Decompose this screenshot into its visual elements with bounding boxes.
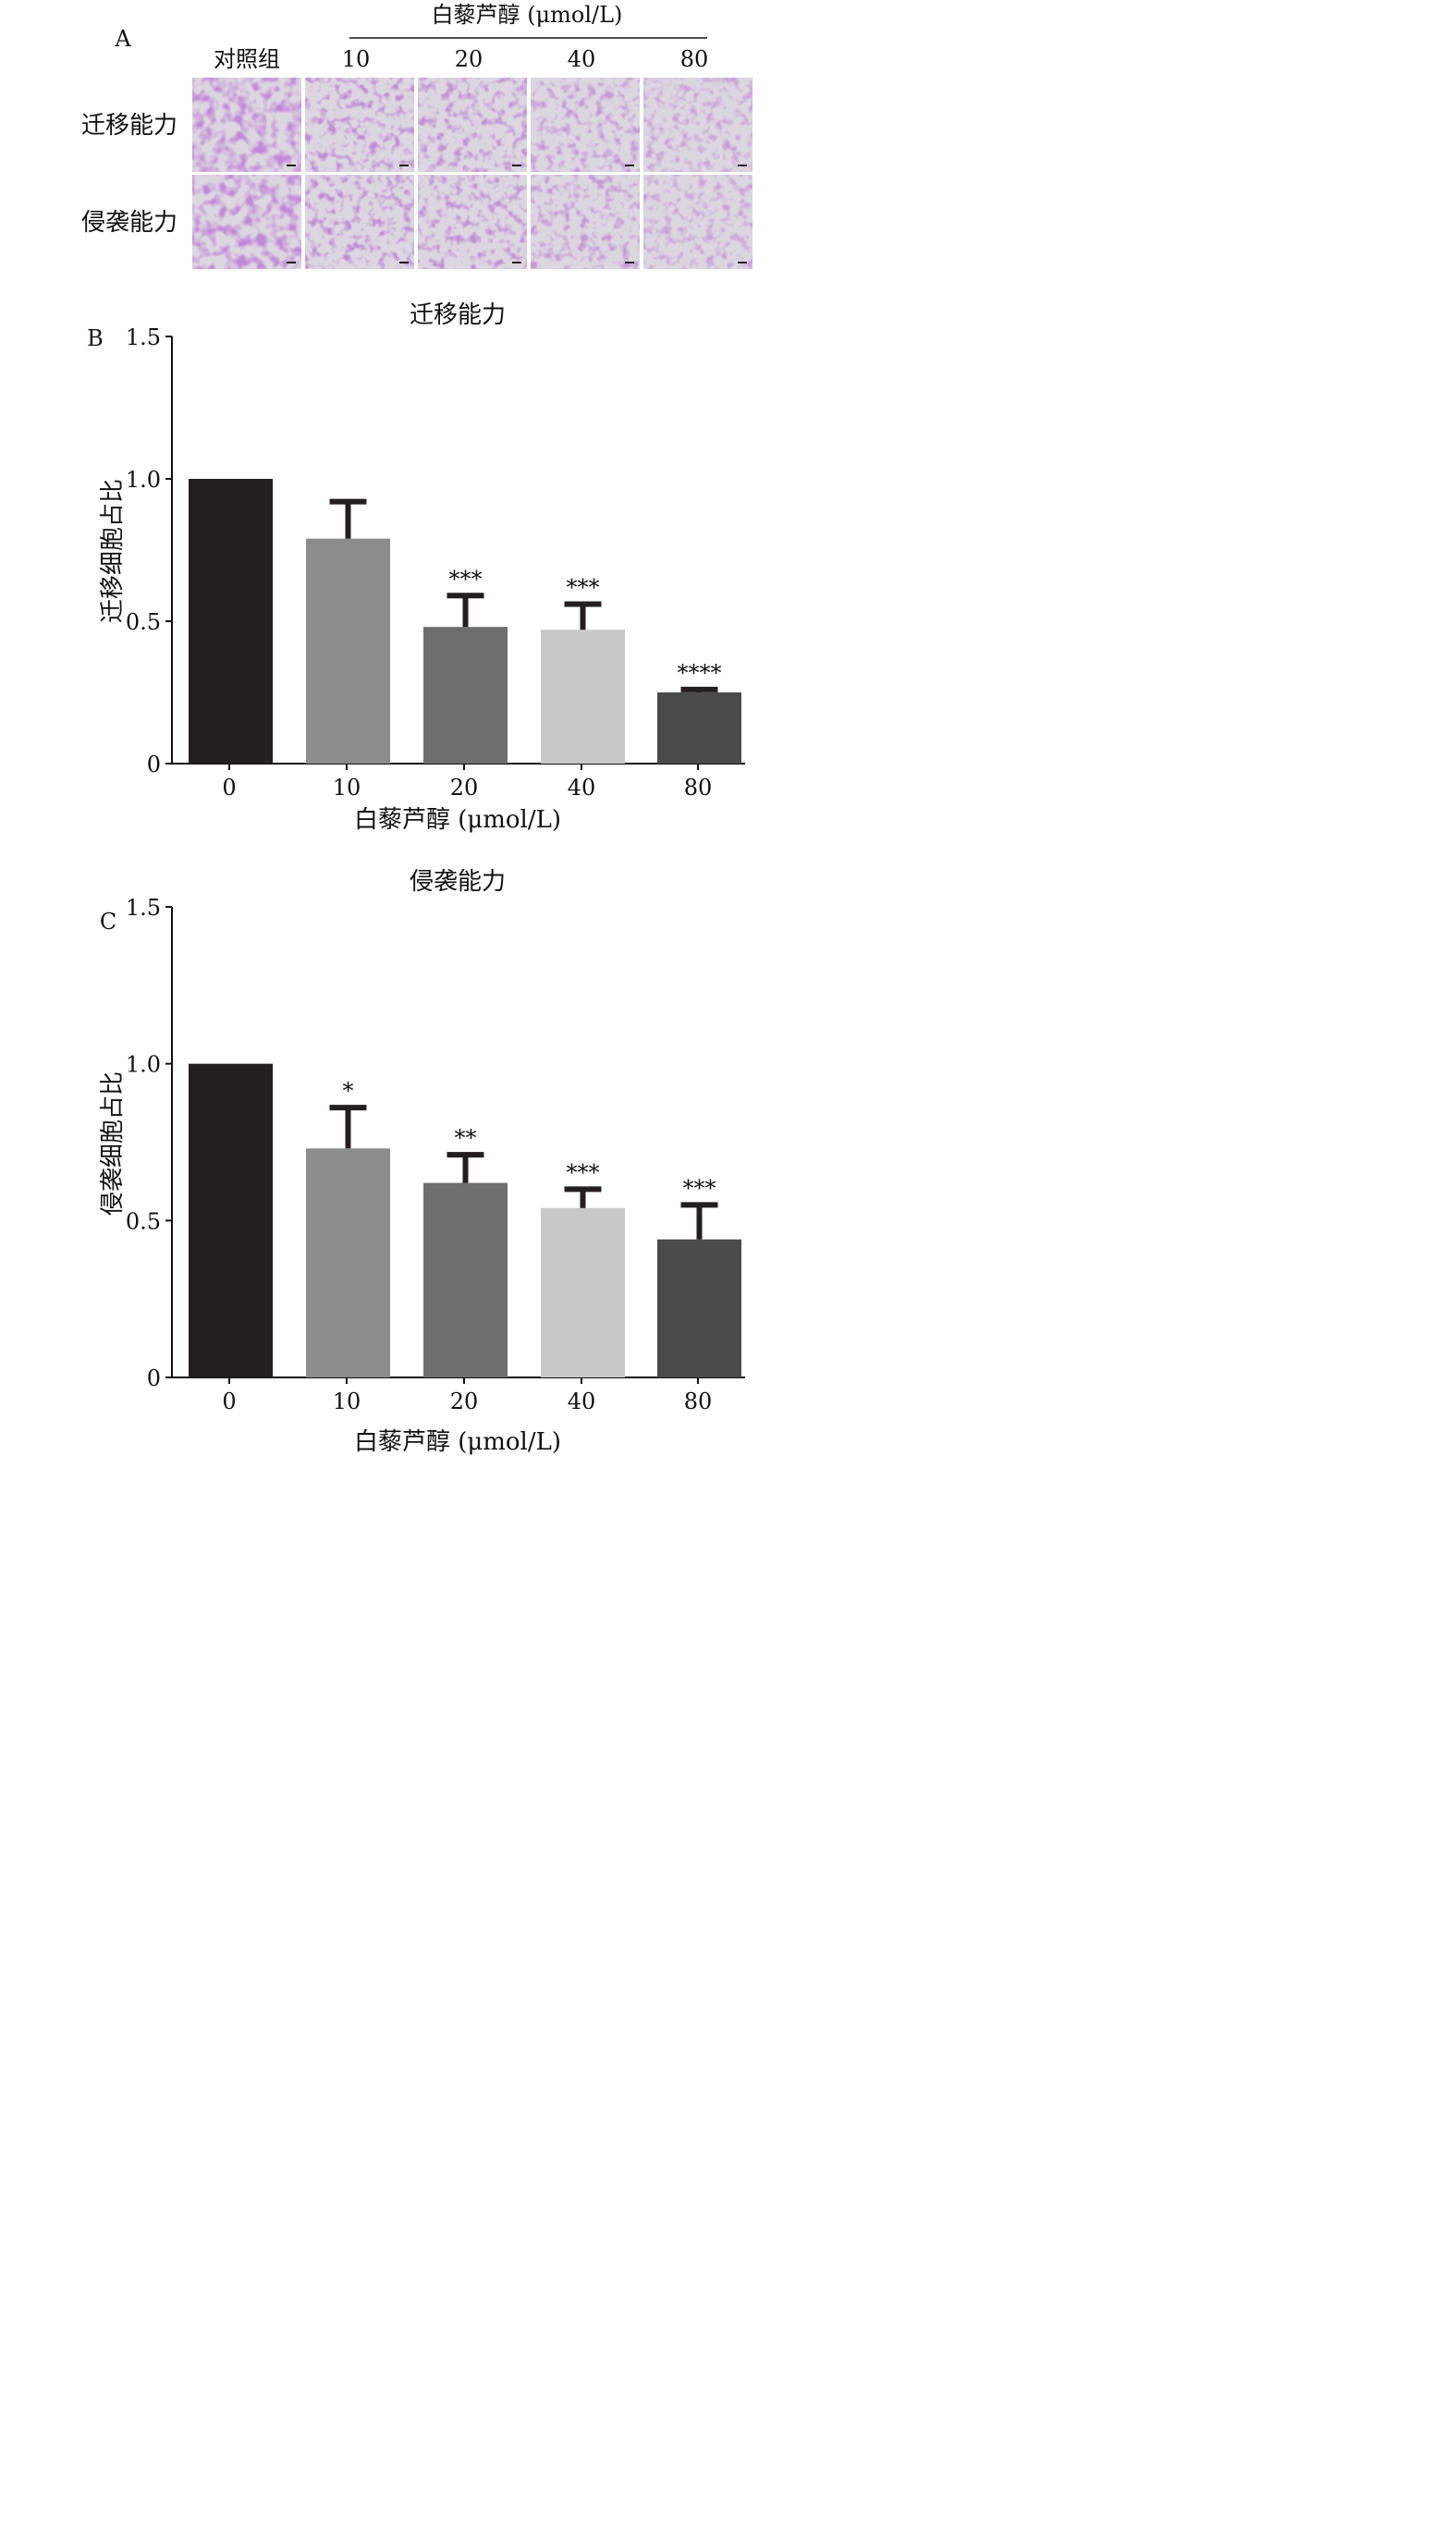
micrograph-tile (531, 78, 640, 172)
y-tick-label: 1.5 (126, 324, 161, 350)
scale-bar (625, 165, 634, 166)
chart-b-title: 迁移能力 (410, 301, 506, 329)
chart-b-plot-area: 0 0.5 1.0 1.5 0 10 *** 20 *** 40 **** 80 (126, 324, 745, 801)
y-tick-label: 0.5 (126, 1208, 161, 1234)
bar (657, 1239, 741, 1377)
row-label: 迁移能力 (81, 112, 177, 140)
treatment-header: 白藜芦醇 (μmol/L) (432, 2, 623, 28)
micrograph-stain (305, 175, 414, 269)
bar (306, 538, 390, 764)
x-tick-label: 40 (568, 1389, 596, 1414)
micrograph-stain (531, 175, 640, 269)
micrograph-stain (418, 175, 527, 269)
micrograph-stain (531, 78, 640, 172)
bar (657, 692, 741, 764)
column-label: 80 (680, 46, 709, 72)
x-tick-label: 0 (222, 775, 236, 801)
panel-a-label: A (114, 26, 131, 52)
bar (541, 630, 625, 764)
micrograph-tile (643, 175, 752, 269)
chart-b-xlabel: 白藜芦醇 (μmol/L) (354, 806, 561, 834)
micrograph-tile (418, 78, 527, 172)
micrograph-stain (192, 175, 301, 269)
bar (189, 1063, 273, 1377)
micrograph-tile (192, 78, 301, 172)
bar (189, 479, 273, 764)
chart-c-title: 侵袭能力 (410, 868, 506, 896)
y-tick-label: 1.5 (126, 895, 161, 921)
column-label: 对照组 (214, 46, 280, 72)
significance-marker: *** (567, 575, 600, 601)
panel-b-label: B (87, 325, 104, 351)
y-tick-label: 0 (147, 1365, 161, 1391)
micrograph-stain (643, 175, 752, 269)
micrograph-tile (531, 175, 640, 269)
x-tick-label: 0 (222, 1389, 236, 1414)
column-label: 20 (455, 46, 483, 72)
scale-bar (399, 165, 409, 166)
significance-marker: *** (567, 1159, 600, 1185)
panel-b-migration-chart: B 迁移能力 迁移细胞占比 白藜芦醇 (μmol/L) 0 0.5 1.0 1.5 0 1… (87, 301, 745, 834)
scale-bar (512, 165, 521, 166)
micrograph-stain (305, 78, 414, 172)
significance-marker: ** (455, 1125, 477, 1151)
column-label: 40 (568, 46, 596, 72)
micrograph-tile (643, 78, 752, 172)
y-tick-label: 0 (147, 752, 161, 777)
row-label: 侵袭能力 (81, 209, 177, 237)
y-tick-label: 0.5 (126, 609, 161, 635)
micrograph-stain (192, 78, 301, 172)
scale-bar (738, 262, 747, 263)
micrograph-tile (305, 175, 414, 269)
scale-bar (287, 165, 296, 166)
column-label: 10 (342, 46, 371, 72)
micrograph-tile (305, 78, 414, 172)
chart-b-ylabel: 迁移细胞占比 (99, 479, 127, 623)
scale-bar (399, 262, 409, 263)
micrograph-tile (418, 175, 527, 269)
x-tick-label: 80 (684, 1389, 713, 1414)
significance-marker: * (343, 1078, 354, 1104)
significance-marker: *** (449, 566, 483, 592)
column-labels: 对照组 10 20 40 80 (214, 46, 708, 72)
bar (423, 627, 508, 764)
bar (306, 1148, 390, 1377)
significance-marker: *** (683, 1175, 716, 1201)
x-tick-label: 20 (450, 1389, 479, 1414)
chart-c-xlabel: 白藜芦醇 (μmol/L) (354, 1428, 561, 1456)
x-tick-label: 10 (333, 1389, 361, 1414)
panel-c-label: C (100, 909, 116, 935)
panel-c-invasion-chart: C 侵袭能力 侵袭细胞占比 白藜芦醇 (μmol/L) 0 0.5 1.0 1.5 0 *… (99, 868, 745, 1456)
chart-c-plot-area: 0 0.5 1.0 1.5 0 * 10 ** 20 *** 40 *** 80 (126, 895, 745, 1414)
significance-marker: **** (678, 660, 722, 686)
chart-c-ylabel: 侵袭细胞占比 (99, 1071, 127, 1216)
x-tick-label: 10 (333, 775, 361, 801)
x-tick-label: 40 (568, 775, 596, 801)
y-tick-label: 1.0 (126, 1052, 161, 1078)
micrograph-grid (192, 78, 752, 269)
micrograph-stain (643, 78, 752, 172)
y-tick-label: 1.0 (126, 467, 161, 493)
scale-bar (287, 262, 296, 263)
scale-bar (738, 165, 747, 166)
x-tick-label: 80 (684, 775, 713, 801)
scale-bar (625, 262, 634, 263)
scale-bar (512, 262, 521, 263)
x-tick-label: 20 (450, 775, 479, 801)
bar (423, 1182, 508, 1377)
bar (541, 1207, 625, 1377)
micrograph-stain (418, 78, 527, 172)
micrograph-tile (192, 175, 301, 269)
